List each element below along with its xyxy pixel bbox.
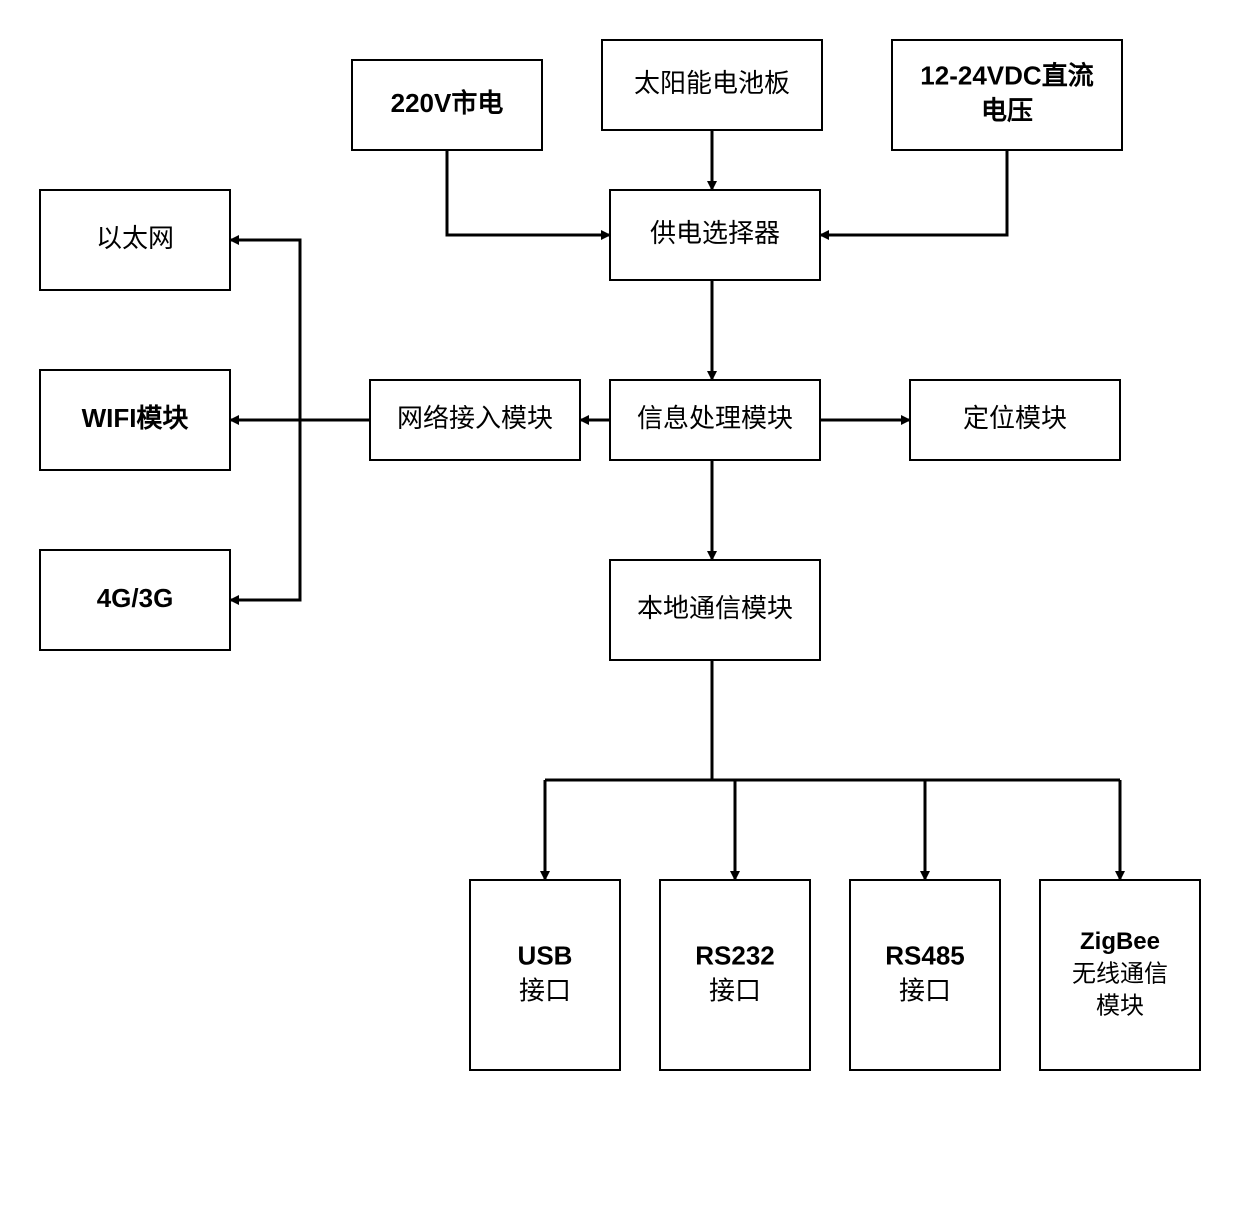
diagram-canvas: 220V市电 太阳能电池板 12-24VDC直流电压供电选择器 以太网 WIFI模块 4G… [0, 0, 1240, 1212]
edge-dc-selector [820, 150, 1007, 235]
node-wifi: WIFI模块 [40, 370, 230, 470]
node-dc-label-1: 电压 [981, 95, 1033, 125]
node-rs232-label-1: 接口 [709, 975, 761, 1005]
node-zigbee: ZigBee 无线通信模块 [1040, 880, 1200, 1070]
node-usb-label-0: USB [518, 940, 573, 970]
node-infoproc: 信息处理模块 [610, 380, 820, 460]
node-dc: 12-24VDC直流电压 [892, 40, 1122, 150]
node-solar-label-0: 太阳能电池板 [634, 68, 790, 98]
node-rs232-label-0: RS232 [695, 940, 775, 970]
node-locate: 定位模块 [910, 380, 1120, 460]
node-locate-label-0: 定位模块 [963, 403, 1067, 433]
edge-netaccess-cell [230, 420, 300, 600]
node-usb: USB 接口 [470, 880, 620, 1070]
node-selector-label-0: 供电选择器 [650, 218, 780, 248]
node-dc-label-0: 12-24VDC直流 [920, 60, 1093, 90]
edge-mains-selector [447, 150, 610, 235]
node-cell-label-0: 4G/3G [97, 583, 174, 613]
node-zigbee-label-2: 模块 [1096, 993, 1144, 1020]
node-cell: 4G/3G [40, 550, 230, 650]
node-rs485: RS485 接口 [850, 880, 1000, 1070]
node-netaccess: 网络接入模块 [370, 380, 580, 460]
node-ethernet-label-0: 以太网 [96, 223, 174, 253]
node-rs485-label-1: 接口 [899, 975, 951, 1005]
node-solar: 太阳能电池板 [602, 40, 822, 130]
node-ethernet: 以太网 [40, 190, 230, 290]
node-zigbee-label-1: 无线通信 [1072, 960, 1168, 987]
node-mains-label-0: 220V市电 [391, 88, 504, 118]
edge-netaccess-ethernet [230, 240, 370, 420]
node-localcomm: 本地通信模块 [610, 560, 820, 660]
node-infoproc-label-0: 信息处理模块 [637, 403, 793, 433]
node-selector: 供电选择器 [610, 190, 820, 280]
node-usb-label-1: 接口 [519, 975, 571, 1005]
node-rs232: RS232 接口 [660, 880, 810, 1070]
node-wifi-label-0: WIFI模块 [82, 403, 189, 433]
node-netaccess-label-0: 网络接入模块 [397, 403, 553, 433]
node-localcomm-label-0: 本地通信模块 [637, 593, 793, 623]
node-mains: 220V市电 [352, 60, 542, 150]
node-rs485-label-0: RS485 [885, 940, 965, 970]
node-zigbee-label-0: ZigBee [1080, 928, 1160, 955]
